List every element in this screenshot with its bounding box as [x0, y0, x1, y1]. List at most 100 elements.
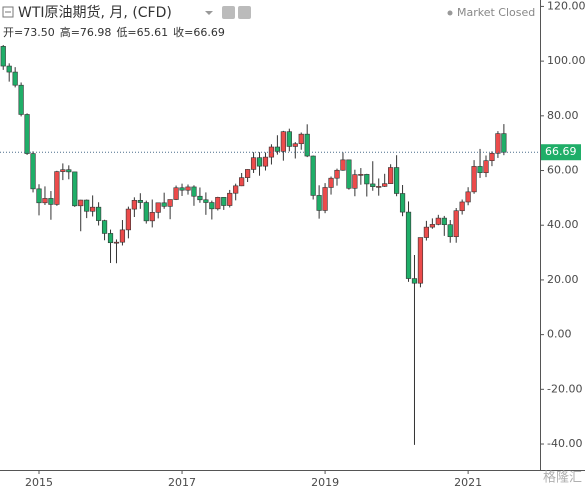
candle-body [429, 224, 435, 228]
collapse-icon[interactable] [2, 6, 14, 18]
candle-body [107, 233, 114, 244]
candle-body [203, 199, 209, 203]
candle-body [489, 152, 495, 161]
x-tick-label: 2015 [25, 476, 53, 489]
candle-body [233, 185, 239, 194]
candle-body [405, 211, 412, 279]
candle-body [423, 226, 430, 238]
x-tick-label: 2021 [454, 476, 482, 489]
candle-body [185, 186, 191, 191]
y-tick-label: 60.00 [547, 164, 579, 177]
readout-item: 低=65.61 [116, 26, 168, 39]
readout-item: 高=76.98 [60, 25, 112, 39]
candle-body [298, 133, 304, 145]
plot [0, 44, 507, 445]
market-status: Market Closed [457, 6, 535, 19]
candle-body [137, 200, 143, 203]
candle-body [322, 187, 328, 211]
candle-body [36, 188, 42, 204]
candle-body [161, 202, 167, 207]
y-tick-label: 20.00 [547, 273, 579, 286]
candle-body [292, 143, 298, 147]
x-tick-label: 2019 [311, 476, 339, 489]
status-dot [447, 10, 453, 16]
candle-body [245, 169, 251, 178]
candle-body [256, 157, 263, 167]
candle-body [173, 187, 179, 200]
candle-body [30, 153, 36, 190]
candle-body [72, 171, 78, 207]
candle-body [352, 174, 358, 189]
candle-body [286, 131, 292, 147]
candle-body [250, 157, 257, 170]
candle-body [24, 114, 30, 154]
candle-body [465, 191, 471, 203]
chart-title: WTI原油期货, 月, (CFD) [18, 4, 172, 21]
candle-body [340, 159, 346, 171]
candle-body [495, 133, 501, 154]
candle-body [435, 217, 441, 225]
candle-body [274, 146, 281, 152]
y-tick-label: -20.00 [547, 382, 582, 395]
candle-body [262, 156, 269, 167]
hide-button[interactable] [222, 6, 235, 19]
readout-item: 开=73.50 [3, 26, 55, 39]
candle-body [54, 171, 60, 205]
y-tick-label: 80.00 [547, 109, 579, 122]
candle-body [382, 183, 388, 187]
y-tick-label: 0.00 [547, 328, 572, 341]
candle-body [48, 198, 54, 205]
candle-body [113, 241, 120, 244]
candle-body [399, 193, 406, 213]
x-tick-label: 2017 [168, 476, 196, 489]
candle-body [18, 84, 24, 115]
candle-body [393, 167, 400, 194]
candle-body [191, 186, 197, 197]
last-price-box [541, 144, 581, 161]
candle-body [441, 217, 447, 225]
candle-body [167, 199, 173, 207]
dropdown-arrow[interactable] [205, 11, 213, 15]
y-tick-label: -40.00 [547, 437, 582, 450]
candle-body [131, 200, 137, 210]
candle-body [346, 159, 352, 189]
candle-body [376, 186, 382, 188]
candle-body [388, 167, 394, 184]
candle-body [78, 199, 84, 207]
candle-body [60, 169, 66, 172]
candle-body [370, 183, 376, 187]
settings-button[interactable] [238, 6, 251, 19]
candle-body [310, 155, 316, 196]
candle-body [119, 229, 126, 243]
candle-body [179, 187, 185, 191]
candle-body [101, 220, 108, 234]
watermark: 格隆汇 [543, 470, 582, 486]
candle-body [501, 133, 507, 153]
candle-body [227, 192, 233, 206]
candle-body [447, 224, 453, 238]
candle-body [90, 206, 96, 212]
candle-body [280, 131, 286, 152]
candle-body [411, 278, 418, 284]
y-tick-label: 100.00 [547, 54, 585, 67]
candle-body [471, 166, 477, 193]
candle-body [42, 198, 48, 204]
candle-body [453, 210, 459, 238]
candle-body [96, 206, 102, 221]
candle-body [12, 71, 18, 86]
candle-body [155, 202, 161, 213]
candle-body [215, 197, 221, 210]
candle-body [483, 160, 489, 174]
readout-item: 收=66.69 [173, 25, 225, 39]
header: WTI原油期货, 月, (CFD) 开=73.50 高=76.98 低=65.61 收… [2, 4, 535, 39]
candle-body [221, 197, 227, 206]
candle-body [316, 195, 322, 211]
candle-body [66, 169, 72, 173]
candle-body [459, 201, 465, 212]
candle-body [143, 202, 149, 222]
candle-body [358, 174, 364, 176]
candle-body [304, 133, 310, 157]
candle-body [477, 166, 483, 174]
